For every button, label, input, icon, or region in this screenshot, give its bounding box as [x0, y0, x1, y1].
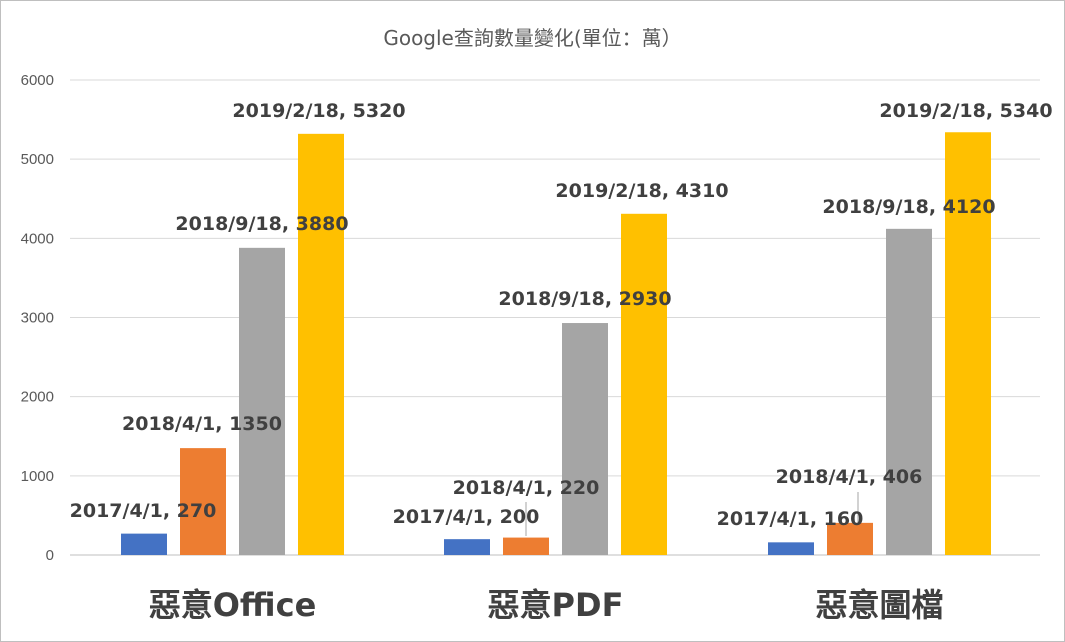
- data-label: 2019/2/18, 5340: [879, 100, 1052, 122]
- bar: [298, 133, 344, 556]
- bar: [239, 247, 285, 556]
- bar: [121, 533, 167, 555]
- data-labels: 2017/4/1, 270 2018/4/1, 1350 2018/9/18, 38…: [70, 100, 1053, 530]
- y-tick-label: 4000: [21, 230, 54, 247]
- bar: [180, 448, 226, 555]
- bar: [621, 213, 667, 555]
- data-label: 2018/4/1, 406: [776, 466, 923, 488]
- bars: [121, 132, 991, 556]
- data-label: 2018/4/1, 1350: [122, 413, 282, 435]
- data-label: 2019/2/18, 5320: [232, 100, 405, 122]
- y-tick-label: 5000: [21, 151, 54, 168]
- data-label: 2019/2/18, 4310: [555, 180, 728, 202]
- data-label: 2018/4/1, 220: [453, 477, 600, 499]
- bar: [503, 537, 549, 555]
- data-label: 2018/9/18, 3880: [175, 213, 348, 235]
- category-label: 惡意Office: [149, 586, 317, 624]
- bar: [827, 522, 873, 555]
- gridlines: [70, 79, 1040, 556]
- chart-title: Google查詢數量變化(單位：萬）: [383, 26, 682, 50]
- bar: [886, 228, 932, 556]
- y-tick-label: 0: [46, 547, 54, 564]
- y-tick-label: 6000: [21, 72, 54, 89]
- bar: [945, 132, 991, 555]
- y-tick-label: 1000: [21, 468, 54, 485]
- y-tick-label: 3000: [21, 310, 54, 327]
- data-label: 2017/4/1, 200: [393, 506, 540, 528]
- x-axis-categories: 惡意Office 惡意PDF 惡意圖檔: [149, 586, 944, 624]
- bar: [444, 539, 490, 555]
- category-label: 惡意PDF: [488, 586, 624, 624]
- y-axis-ticks: 0 1000 2000 3000 4000 5000 6000: [21, 72, 54, 564]
- leader-lines: [525, 492, 859, 536]
- data-label: 2017/4/1, 270: [70, 500, 217, 522]
- y-tick-label: 2000: [21, 389, 54, 406]
- data-label: 2018/9/18, 4120: [822, 196, 995, 218]
- category-label: 惡意圖檔: [815, 586, 943, 624]
- bar: [562, 323, 608, 555]
- bar: [768, 542, 814, 555]
- data-label: 2017/4/1, 160: [717, 508, 864, 530]
- data-label: 2018/9/18, 2930: [498, 288, 671, 310]
